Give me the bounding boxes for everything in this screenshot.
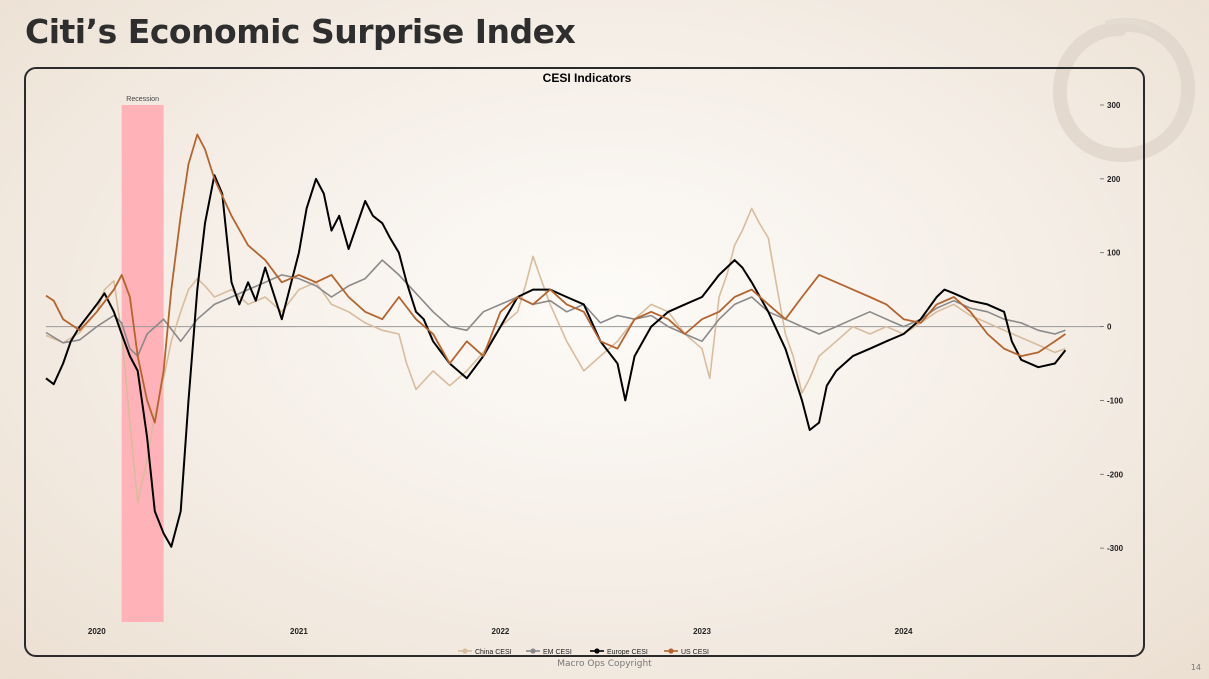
- chart-title: CESI Indicators: [543, 71, 632, 85]
- x-tick-label: 2020: [88, 627, 106, 636]
- y-tick-label: -200: [1107, 470, 1124, 479]
- series-line-us-cesi: [45, 133, 1066, 424]
- x-tick-label: 2023: [693, 627, 711, 636]
- legend-label: US CESI: [681, 649, 709, 656]
- legend-marker: [594, 648, 600, 654]
- cesi-chart: CESI Indicators Recession 300 200 100 0 -100 -2…: [45, 71, 1124, 656]
- slide-title: Citi’s Economic Surprise Index: [25, 12, 576, 51]
- footer-copyright: Macro Ops Copyright: [557, 659, 652, 669]
- legend-marker: [530, 648, 536, 654]
- chart-panel: CESI Indicators Recession 300 200 100 0 -100 -2…: [24, 67, 1145, 657]
- legend-label: China CESI: [475, 649, 512, 656]
- x-tick-label: 2022: [492, 627, 510, 636]
- recession-label: Recession: [126, 96, 159, 103]
- x-tick-label: 2024: [895, 627, 913, 636]
- x-tick-label: 2021: [290, 627, 308, 636]
- y-tick-label: 100: [1107, 249, 1121, 258]
- series-line-china-cesi: [45, 207, 1066, 504]
- series-line-europe-cesi: [45, 174, 1067, 548]
- series-line-em-cesi: [45, 259, 1066, 357]
- recession-band: [121, 105, 164, 622]
- legend-label: Europe CESI: [607, 649, 648, 656]
- y-tick-label: 0: [1107, 323, 1112, 332]
- page-number: 14: [1190, 663, 1201, 672]
- y-tick-label: -100: [1107, 396, 1124, 405]
- y-tick-label: 200: [1107, 175, 1121, 184]
- y-tick-label: 300: [1107, 101, 1121, 110]
- legend-marker: [462, 648, 468, 654]
- legend-label: EM CESI: [543, 649, 572, 656]
- y-tick-label: -300: [1107, 544, 1124, 553]
- legend-marker: [668, 648, 674, 654]
- brush-circle-logo: [1052, 17, 1196, 163]
